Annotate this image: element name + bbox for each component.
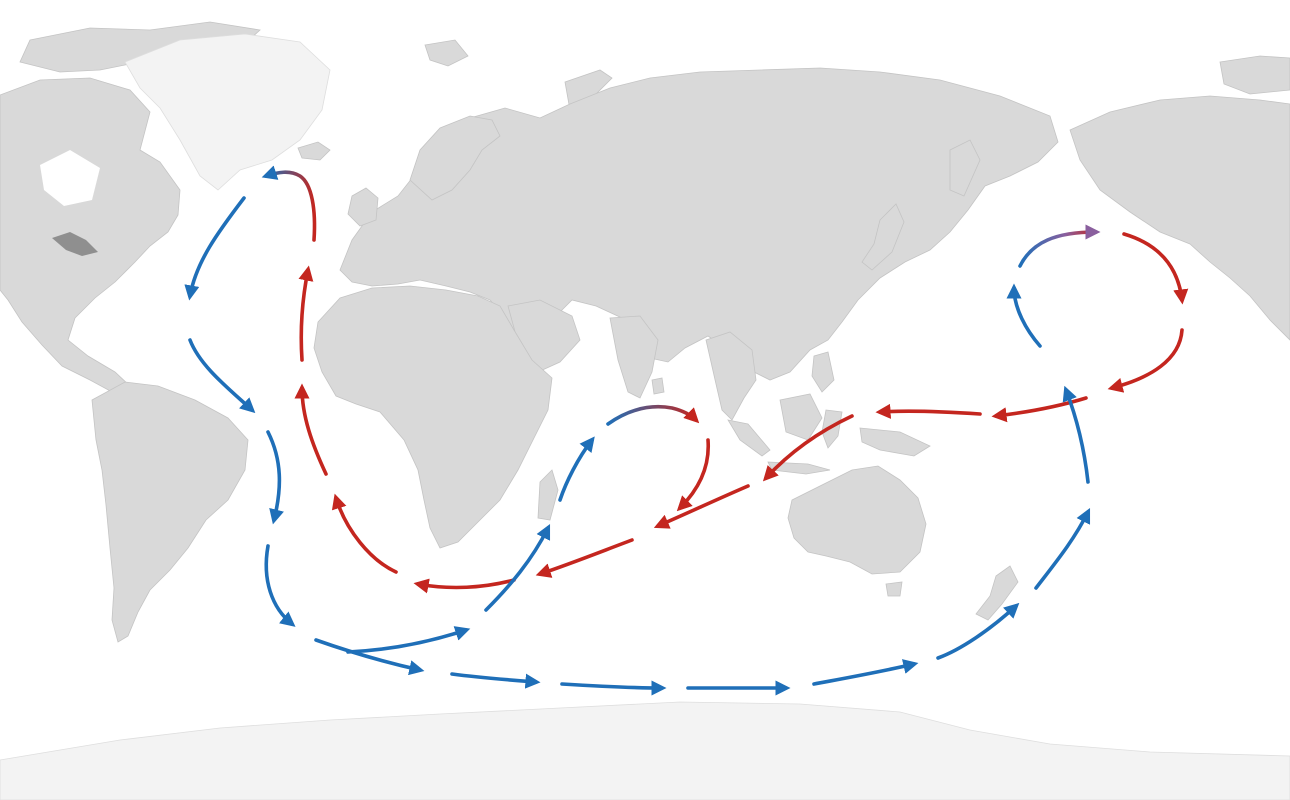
right-arctic-islands bbox=[1219, 55, 1290, 95]
flow-circumpolar-2 bbox=[346, 626, 471, 654]
flow-indian-cold-1 bbox=[558, 436, 595, 502]
new-guinea bbox=[859, 427, 931, 457]
flow-circumpolar-4 bbox=[560, 680, 667, 696]
indian-subcontinent bbox=[609, 315, 659, 399]
hudson-bay-gap bbox=[40, 150, 100, 206]
flow-south-atlantic-warm-2 bbox=[331, 493, 398, 574]
flow-pacific-cold-north-2 bbox=[1062, 385, 1090, 484]
flow-pacific-warm-west-2 bbox=[991, 396, 1088, 423]
new-zealand bbox=[975, 565, 1019, 621]
flow-pacific-cold-north-3 bbox=[1034, 507, 1091, 590]
indochina bbox=[705, 331, 757, 421]
circulation-routes bbox=[184, 165, 1189, 696]
flow-north-atlantic-warm-2 bbox=[261, 165, 317, 242]
flow-indian-cold-2 bbox=[484, 523, 551, 612]
antarctica bbox=[0, 701, 1290, 800]
philippines bbox=[811, 351, 835, 393]
svalbard bbox=[424, 39, 469, 67]
flow-circumpolar-3 bbox=[450, 672, 541, 689]
flow-pacific-warm-west-1 bbox=[875, 403, 982, 419]
flow-north-atlantic-cold-1 bbox=[184, 196, 246, 301]
japan bbox=[861, 203, 905, 271]
flow-north-pacific-loop-1 bbox=[1107, 328, 1184, 393]
flow-pacific-cold-north-1 bbox=[1006, 283, 1042, 348]
flow-south-atlantic-warm-3 bbox=[413, 578, 516, 594]
flow-circumpolar-1 bbox=[314, 638, 425, 676]
great-lakes bbox=[52, 232, 98, 256]
sulawesi bbox=[821, 409, 843, 449]
landmasses bbox=[0, 21, 1290, 800]
north-america bbox=[0, 77, 181, 393]
flow-north-atlantic-cold-2 bbox=[188, 338, 256, 414]
flow-north-atlantic-warm-1 bbox=[298, 265, 314, 362]
south-america bbox=[91, 381, 249, 643]
kamchatka bbox=[949, 139, 981, 197]
africa bbox=[313, 285, 553, 549]
flow-indian-warm-1 bbox=[535, 538, 634, 578]
flow-south-atlantic-warm-1 bbox=[294, 383, 328, 476]
sumatra bbox=[727, 419, 771, 457]
british-isles bbox=[347, 187, 379, 227]
sri-lanka bbox=[651, 377, 665, 395]
tasmania bbox=[885, 581, 903, 597]
flow-north-pacific-loop-2 bbox=[1122, 232, 1189, 305]
scandinavia bbox=[409, 115, 501, 201]
flow-north-pacific-loop-gradient bbox=[1018, 224, 1101, 268]
flow-indonesian-throughflow bbox=[762, 414, 854, 482]
flow-indian-warm-2 bbox=[653, 484, 750, 529]
alaska-western-north-america bbox=[1069, 95, 1290, 341]
flow-circumpolar-6 bbox=[812, 659, 919, 686]
greenland bbox=[124, 33, 331, 191]
flow-indian-warm-3 bbox=[676, 438, 711, 512]
australia bbox=[787, 465, 927, 575]
iceland bbox=[297, 141, 331, 161]
flow-south-atlantic-cold-1 bbox=[266, 430, 284, 525]
flow-indian-warm-gradient bbox=[606, 404, 700, 426]
borneo bbox=[779, 393, 823, 441]
madagascar bbox=[537, 469, 559, 521]
flow-pacific-cold-north-4 bbox=[936, 602, 1020, 660]
flow-south-atlantic-cold-2 bbox=[264, 544, 296, 627]
